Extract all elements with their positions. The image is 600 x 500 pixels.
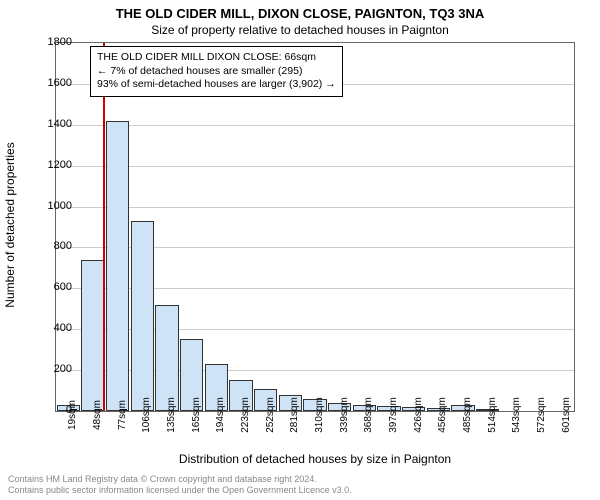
annotation-line-1: THE OLD CIDER MILL DIXON CLOSE: 66sqm <box>97 51 336 65</box>
histogram-bar <box>81 260 104 411</box>
x-tick-label: 223sqm <box>240 397 251 433</box>
x-axis-label: Distribution of detached houses by size … <box>55 452 575 466</box>
y-tick-label: 200 <box>32 363 72 375</box>
y-axis-label: Number of detached properties <box>3 142 17 307</box>
x-tick-label: 543sqm <box>511 397 522 433</box>
x-tick-label: 48sqm <box>92 400 103 430</box>
x-tick-label: 339sqm <box>339 397 350 433</box>
x-tick-label: 514sqm <box>487 397 498 433</box>
y-tick-label: 1800 <box>32 36 72 48</box>
histogram-bar <box>155 305 178 411</box>
y-tick-label: 1200 <box>32 159 72 171</box>
plot-area <box>55 42 575 412</box>
x-tick-label: 135sqm <box>166 397 177 433</box>
y-tick-label: 1600 <box>32 77 72 89</box>
x-tick-label: 310sqm <box>314 397 325 433</box>
y-tick-label: 0 <box>32 404 72 416</box>
x-tick-label: 426sqm <box>413 397 424 433</box>
gridline <box>56 125 574 126</box>
x-tick-label: 194sqm <box>215 397 226 433</box>
x-tick-label: 368sqm <box>363 397 374 433</box>
x-tick-label: 106sqm <box>141 397 152 433</box>
x-tick-label: 485sqm <box>462 397 473 433</box>
histogram-bar <box>106 121 129 411</box>
y-tick-label: 600 <box>32 281 72 293</box>
y-tick-label: 400 <box>32 322 72 334</box>
x-tick-label: 281sqm <box>289 397 300 433</box>
x-tick-label: 456sqm <box>437 397 448 433</box>
x-tick-label: 252sqm <box>265 397 276 433</box>
histogram-bar <box>131 221 154 411</box>
chart-subtitle: Size of property relative to detached ho… <box>0 23 600 37</box>
gridline <box>56 166 574 167</box>
y-tick-label: 1000 <box>32 200 72 212</box>
x-tick-label: 165sqm <box>191 397 202 433</box>
y-tick-label: 1400 <box>32 118 72 130</box>
gridline <box>56 207 574 208</box>
x-tick-label: 601sqm <box>561 397 572 433</box>
footer-line-1: Contains HM Land Registry data © Crown c… <box>8 474 352 485</box>
x-tick-label: 77sqm <box>117 400 128 430</box>
x-tick-label: 19sqm <box>67 400 78 430</box>
annotation-line-2: ← 7% of detached houses are smaller (295… <box>97 65 336 79</box>
chart-title: THE OLD CIDER MILL, DIXON CLOSE, PAIGNTO… <box>0 0 600 21</box>
x-tick-label: 397sqm <box>388 397 399 433</box>
annotation-line-3: 93% of semi-detached houses are larger (… <box>97 78 336 92</box>
attribution-footer: Contains HM Land Registry data © Crown c… <box>8 474 352 496</box>
x-tick-label: 572sqm <box>536 397 547 433</box>
property-marker-line <box>103 43 105 411</box>
footer-line-2: Contains public sector information licen… <box>8 485 352 496</box>
y-tick-label: 800 <box>32 240 72 252</box>
annotation-callout: THE OLD CIDER MILL DIXON CLOSE: 66sqm ← … <box>90 46 343 97</box>
